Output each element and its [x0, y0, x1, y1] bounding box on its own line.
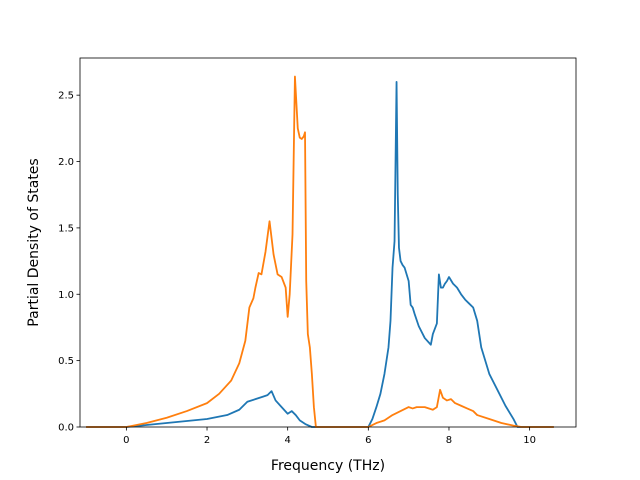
series-layer: [86, 75, 554, 428]
y-tick-label: 0.0: [58, 423, 74, 434]
y-tick-label: 2.0: [58, 157, 74, 168]
x-tick-label: 6: [365, 435, 371, 446]
x-tick-label: 10: [523, 435, 536, 446]
x-tick-label: 2: [204, 435, 210, 446]
y-tick-label: 0.5: [58, 356, 74, 367]
x-tick-label: 0: [123, 435, 129, 446]
y-tick-label: 1.5: [58, 223, 74, 234]
series-line-2: [86, 75, 554, 428]
series-line-1: [86, 80, 554, 428]
x-axis-title: Frequency (THz): [271, 458, 385, 474]
x-axis-ticks: 0 2 4 6 8 10: [123, 427, 536, 446]
y-tick-label: 1.0: [58, 290, 74, 301]
axes-frame: [79, 57, 577, 428]
x-tick-label: 8: [446, 435, 452, 446]
y-axis-title: Partial Density of States: [26, 158, 42, 326]
y-tick-label: 2.5: [58, 91, 74, 102]
y-axis-ticks: 0.0 0.5 1.0 1.5 2.0 2.5: [58, 91, 80, 434]
x-tick-label: 4: [284, 435, 290, 446]
